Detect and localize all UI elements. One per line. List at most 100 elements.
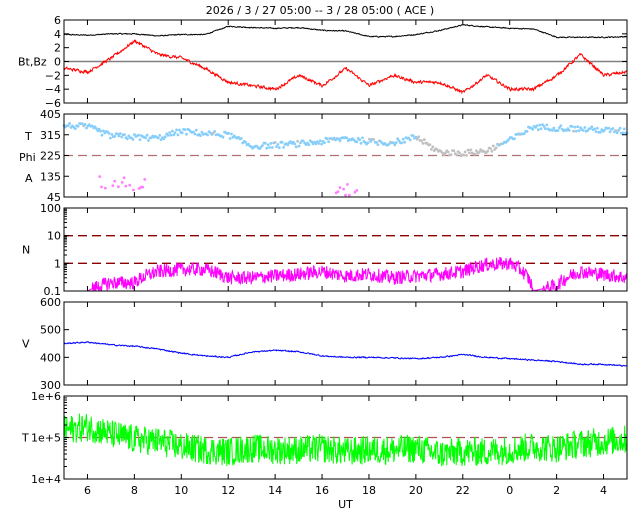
scatter-point bbox=[282, 146, 285, 149]
scatter-point bbox=[556, 129, 560, 132]
scatter-point bbox=[368, 137, 371, 141]
y-tick-label: 0.1 bbox=[44, 285, 62, 298]
y-tick-label: 315 bbox=[40, 129, 61, 142]
scatter-point bbox=[263, 141, 267, 145]
scatter-point bbox=[100, 185, 103, 189]
y-tick-label: −4 bbox=[45, 83, 61, 96]
scatter-point bbox=[176, 133, 180, 137]
scatter-point bbox=[109, 136, 112, 140]
scatter-point bbox=[469, 148, 473, 152]
scatter-point bbox=[192, 130, 195, 134]
scatter-point bbox=[572, 129, 575, 133]
y-tick-label: 300 bbox=[40, 379, 61, 392]
scatter-point bbox=[173, 131, 177, 135]
x-tick-label: 20 bbox=[409, 484, 423, 497]
scatter-point bbox=[275, 145, 278, 149]
y-axis-label: T bbox=[24, 130, 32, 143]
scatter-point bbox=[507, 138, 511, 141]
scatter-point bbox=[577, 129, 581, 133]
scatter-point bbox=[221, 135, 225, 139]
scatter-point bbox=[338, 186, 342, 190]
scatter-point bbox=[293, 142, 297, 146]
scatter-point bbox=[131, 138, 135, 141]
scatter-point bbox=[535, 124, 539, 128]
y-axis-label: T bbox=[21, 432, 29, 445]
series-line-bt bbox=[63, 24, 628, 39]
scatter-point bbox=[147, 139, 150, 142]
panel-frame bbox=[63, 301, 628, 386]
x-tick-label: 2 bbox=[553, 484, 560, 497]
scatter-point bbox=[525, 130, 529, 133]
scatter-point bbox=[194, 128, 198, 132]
scatter-point bbox=[172, 133, 176, 137]
scatter-point bbox=[539, 127, 543, 130]
scatter-point bbox=[551, 128, 554, 132]
scatter-point bbox=[355, 189, 359, 192]
y-tick-label: −2 bbox=[45, 69, 61, 82]
x-tick-label: 10 bbox=[174, 484, 188, 497]
scatter-point bbox=[590, 125, 594, 129]
scatter-point bbox=[296, 139, 299, 143]
scatter-point bbox=[347, 193, 351, 197]
scatter-point bbox=[97, 127, 101, 131]
scatter-point bbox=[239, 137, 243, 140]
scatter-point bbox=[200, 130, 204, 134]
scatter-point bbox=[178, 128, 181, 132]
scatter-point bbox=[545, 123, 549, 127]
scatter-point bbox=[277, 146, 281, 150]
series-line-t bbox=[63, 413, 628, 467]
scatter-point bbox=[473, 152, 477, 156]
y-tick-label: 1 bbox=[54, 257, 61, 270]
scatter-point bbox=[458, 151, 461, 155]
scatter-point bbox=[603, 128, 606, 132]
scatter-point bbox=[124, 184, 128, 188]
scatter-point bbox=[567, 129, 571, 132]
scatter-point bbox=[141, 185, 145, 189]
scatter-point bbox=[113, 179, 117, 183]
scatter-point bbox=[422, 138, 426, 142]
scatter-point bbox=[325, 137, 329, 141]
scatter-point bbox=[95, 127, 98, 130]
scatter-point bbox=[73, 127, 77, 130]
x-tick-label: 16 bbox=[315, 484, 329, 497]
scatter-point bbox=[158, 134, 162, 137]
x-tick-label: 22 bbox=[456, 484, 470, 497]
scatter-point bbox=[538, 123, 542, 127]
scatter-point bbox=[83, 123, 87, 126]
scatter-point bbox=[355, 140, 359, 144]
scatter-point bbox=[286, 143, 290, 147]
scatter-point bbox=[449, 153, 453, 157]
scatter-point bbox=[542, 125, 546, 128]
scatter-point bbox=[622, 127, 626, 131]
scatter-point bbox=[359, 141, 363, 145]
scatter-point bbox=[169, 133, 173, 137]
scatter-point bbox=[268, 146, 271, 149]
y-axis-label: Phi bbox=[19, 151, 36, 164]
scatter-point bbox=[489, 147, 492, 150]
scatter-point bbox=[463, 150, 467, 154]
y-tick-label: 2 bbox=[54, 42, 61, 55]
scatter-point bbox=[536, 128, 540, 132]
y-axis-label: A bbox=[25, 172, 33, 185]
scatter-point bbox=[98, 175, 102, 179]
scatter-point bbox=[120, 181, 124, 184]
scatter-point bbox=[145, 133, 149, 137]
scatter-point bbox=[280, 140, 284, 144]
scatter-point bbox=[171, 129, 174, 133]
y-tick-label: 6 bbox=[54, 14, 61, 27]
scatter-point bbox=[531, 127, 535, 131]
y-tick-label: 225 bbox=[40, 150, 61, 163]
scatter-point bbox=[396, 137, 399, 141]
scatter-point bbox=[513, 137, 516, 141]
y-tick-label: 100 bbox=[40, 202, 61, 215]
scatter-point bbox=[244, 140, 248, 144]
x-tick-label: 0 bbox=[506, 484, 513, 497]
x-tick-label: 12 bbox=[221, 484, 235, 497]
scatter-point bbox=[156, 136, 160, 140]
scatter-point bbox=[392, 141, 395, 145]
scatter-point bbox=[614, 129, 618, 132]
scatter-point bbox=[76, 124, 80, 128]
scatter-point bbox=[415, 137, 419, 141]
scatter-point bbox=[408, 138, 412, 142]
